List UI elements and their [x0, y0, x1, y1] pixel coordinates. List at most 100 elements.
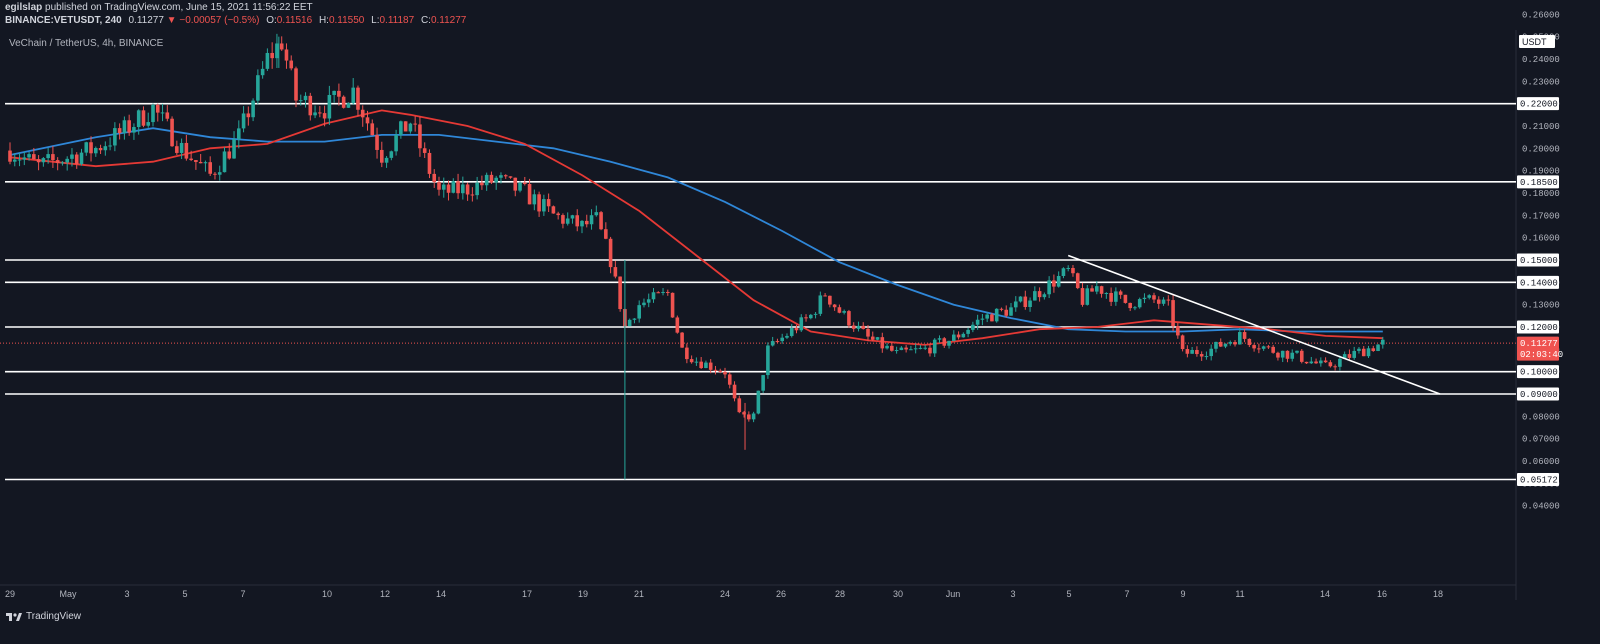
candle-body [990, 314, 994, 322]
x-tick-label: 26 [776, 589, 786, 599]
candle-body [1133, 307, 1137, 309]
candle-body [1042, 294, 1047, 298]
candle-body [832, 304, 837, 308]
candle-body [770, 341, 775, 346]
x-tick-label: 11 [1235, 589, 1244, 599]
candle-body [318, 112, 322, 114]
candle-body [1285, 350, 1290, 359]
x-tick-label: 5 [1066, 589, 1071, 599]
candle-body [575, 215, 580, 227]
candle-body [1075, 273, 1080, 289]
candle-body [213, 173, 217, 175]
x-tick-label: 12 [380, 589, 390, 599]
level-price-tag [1517, 472, 1559, 486]
candle-body [237, 128, 241, 140]
symbol-label[interactable]: BINANCE:VETUSDT, 240 [5, 15, 122, 26]
candle-body [1147, 295, 1152, 298]
currency-label: USDT [1522, 37, 1547, 47]
candle-body [1381, 339, 1385, 345]
y-tick-label: 0.20000 [1522, 144, 1560, 154]
x-tick-label: 14 [436, 589, 446, 599]
candle-body [232, 139, 236, 159]
candle-body [22, 157, 27, 160]
author-name[interactable]: egilslap [5, 2, 43, 13]
candle-body [527, 184, 532, 205]
candle-body [1223, 343, 1228, 347]
candle-body [1266, 346, 1271, 348]
candle-body [441, 184, 446, 190]
x-tick-label: 3 [124, 589, 129, 599]
x-tick-label: 14 [1320, 589, 1330, 599]
candle-body [570, 215, 575, 219]
candle-body [1357, 348, 1361, 351]
candle-body [1052, 280, 1056, 287]
candle-body [594, 212, 599, 216]
candle-body [313, 112, 317, 116]
candle-body [1028, 300, 1032, 308]
ma-slow-line [9, 127, 1383, 333]
candle-body [1257, 348, 1261, 350]
candle-body [937, 338, 942, 340]
candle-body [132, 127, 136, 133]
candle-body [913, 348, 918, 350]
y-tick-label: 0.24000 [1522, 55, 1560, 65]
candle-body [1290, 352, 1295, 359]
candle-body [1180, 335, 1185, 350]
candle-body [408, 123, 413, 132]
y-tick-label: 0.23000 [1522, 77, 1560, 87]
candle-body [46, 154, 50, 159]
candle-body [165, 112, 170, 119]
brand-name: TradingView [26, 611, 82, 622]
candle-body [828, 295, 832, 305]
candle-body [875, 337, 880, 340]
high-label: H: [318, 15, 329, 26]
candle-body [994, 308, 999, 322]
candle-body [1309, 361, 1314, 364]
x-tick-label: 21 [634, 589, 644, 599]
candle-body [861, 325, 866, 329]
candle-body [1276, 352, 1280, 358]
candle-body [599, 212, 603, 230]
level-price-tag [1517, 320, 1559, 334]
candle-body [370, 123, 375, 136]
candle-body [203, 162, 208, 164]
candle-body [337, 90, 341, 97]
candle-body [1137, 299, 1142, 308]
candle-body [1352, 350, 1356, 358]
candle-body [1195, 349, 1199, 355]
x-tick-label: 24 [720, 589, 730, 599]
candle-body [217, 172, 222, 175]
level-price-label: 0.15000 [1520, 256, 1558, 266]
candle-body [380, 149, 384, 163]
candle-body [1128, 302, 1132, 309]
candle-body [189, 158, 193, 161]
candle-body [194, 160, 198, 162]
x-tick-label: 18 [1433, 589, 1443, 599]
candle-body [637, 305, 641, 319]
candle-body [584, 220, 589, 225]
candle-body [789, 328, 794, 336]
candle-body [399, 121, 403, 135]
candle-body [422, 148, 427, 153]
candle-body [923, 347, 927, 349]
candle-body [608, 238, 613, 268]
candle-body [351, 87, 355, 104]
candle-body [1009, 307, 1013, 316]
plot-area[interactable] [0, 0, 1520, 585]
open-label: O: [266, 15, 277, 26]
candle-body [680, 332, 684, 348]
x-tick-label: 9 [1180, 589, 1185, 599]
candle-body [1080, 288, 1085, 305]
candle-body [308, 95, 313, 116]
candle-body [1233, 342, 1237, 345]
descending-trendline[interactable] [1067, 254, 1441, 395]
candle-body [1361, 348, 1366, 357]
candle-body [909, 349, 913, 351]
low-label: L: [371, 15, 380, 26]
candle-body [1156, 299, 1161, 304]
tradingview-brand[interactable]: TradingView [6, 611, 81, 622]
candle-body [947, 340, 951, 346]
candle-body [155, 104, 160, 113]
candle-body [804, 317, 808, 319]
